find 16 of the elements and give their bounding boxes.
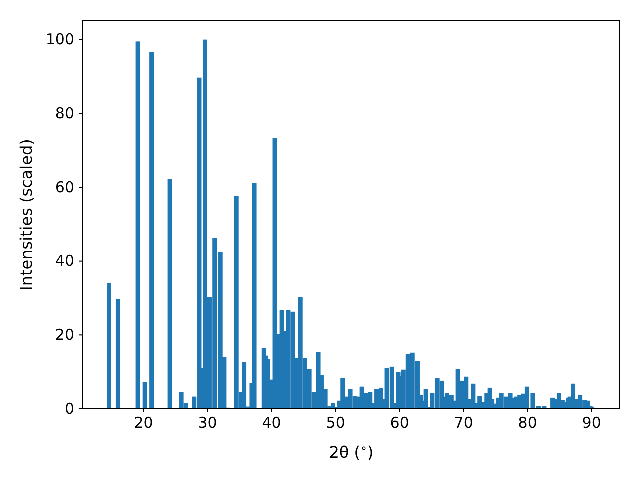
y-tick-label: 100 [46,30,74,49]
x-tick-label: 50 [326,414,346,432]
x-tick-label: 30 [198,414,218,432]
x-tick-label: 90 [582,414,602,432]
y-tick-label: 60 [55,178,74,196]
x-tick-label: 40 [262,414,282,432]
x-tick-label: 70 [454,414,474,432]
y-tick-label: 20 [55,326,74,344]
x-tick-label: 20 [134,414,154,432]
y-axis-title: Intensities (scaled) [17,139,36,291]
y-tick-label: 0 [64,400,74,418]
y-tick-label: 40 [55,252,74,270]
x-axis-title: 2θ ($^{∘}$) [329,442,374,462]
x-tick-label: 60 [390,414,410,432]
x-tick-label: 80 [518,414,538,432]
y-tick-label: 80 [55,104,74,122]
